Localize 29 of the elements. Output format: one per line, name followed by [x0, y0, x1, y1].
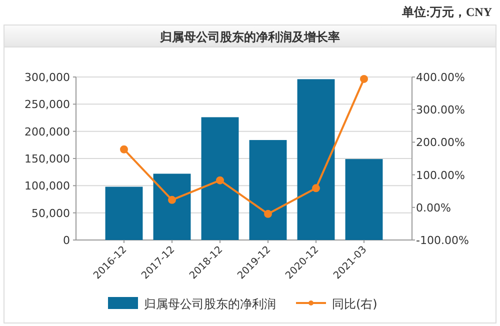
y2-tick-label: 300.00% — [416, 104, 465, 117]
y-tick-label: 300,000 — [24, 71, 70, 84]
point — [360, 74, 368, 83]
y-tick-label: 100,000 — [24, 180, 70, 193]
bar — [249, 140, 287, 240]
y-tick-label: 250,000 — [24, 98, 70, 112]
bar — [345, 159, 383, 240]
point — [264, 210, 272, 218]
y-tick-label: 0 — [63, 234, 70, 247]
y2-tick-label: 200.00% — [416, 136, 465, 150]
y2-tick-label: -100.00% — [416, 234, 469, 247]
point — [216, 176, 224, 184]
y2-tick-label: 400.00% — [416, 71, 465, 84]
bar — [153, 174, 191, 240]
bar — [297, 79, 335, 240]
y2-tick-label: 100.00% — [416, 168, 465, 182]
chart-title: 归属母公司股东的净利润及增长率 — [159, 30, 340, 44]
y-tick-label: 200,000 — [24, 125, 70, 138]
y-tick-label: 50,000 — [32, 206, 70, 220]
y-tick-label: 150,000 — [24, 152, 70, 166]
point — [120, 145, 128, 154]
legend-label: 同比(右) — [332, 297, 378, 311]
legend-label: 归属母公司股东的净利润 — [144, 297, 276, 311]
bar — [105, 186, 143, 240]
text: 单位:万元，CNY — [401, 5, 492, 19]
point — [168, 196, 176, 204]
y2-tick-label: 0.00% — [416, 201, 451, 214]
bar — [201, 117, 239, 240]
point — [312, 184, 320, 192]
